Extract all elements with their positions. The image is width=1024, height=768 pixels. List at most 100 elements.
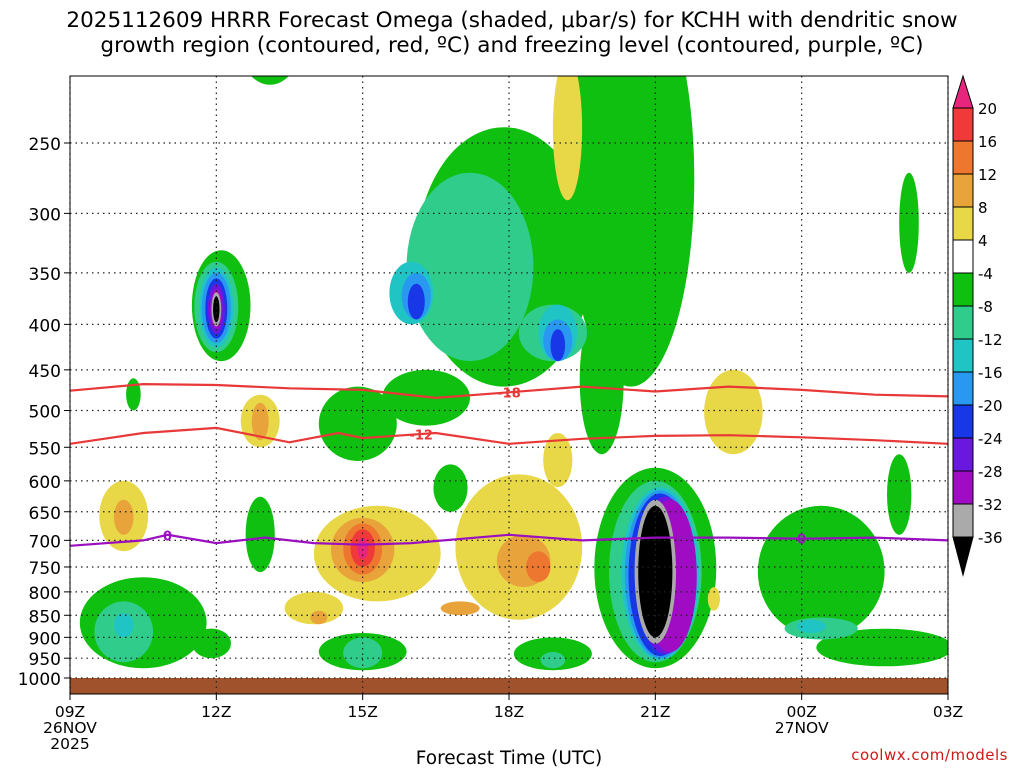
colorbar-arrow-bottom [952,536,974,577]
contour-label-freezing-level: 0 [797,533,806,548]
omega-region-23 [343,637,383,669]
colorbar-label-0: 20 [978,100,997,118]
contour-dgz-bottom [70,426,948,445]
colorbar-bin-11 [952,437,974,472]
colorbar-bin-7 [952,305,974,340]
omega-region-62 [440,601,480,616]
colorbar-bin-6 [952,272,974,307]
chart-title-line-2: growth region (contoured, red, ºC) and f… [100,33,924,58]
colorbar-label-13: -36 [978,529,1003,547]
x-tick-label-15-0: 00Z [786,703,816,721]
x-tick-label-0-2: 2025 [50,735,89,753]
colorbar-label-9: -20 [978,397,1003,415]
omega-region-32 [113,613,134,638]
omega-region-50 [704,369,763,455]
credit-text: coolwx.com/models [851,746,1008,764]
omega-region-11 [245,496,275,573]
chart-title-line-1: 2025112609 HRRR Forecast Omega (shaded, … [66,8,958,33]
omega-region-59 [251,402,269,441]
omega-region-31 [796,619,827,634]
omega-region-63 [310,610,328,625]
colorbar-arrow-top [952,74,974,109]
contour-freezing-level [70,533,948,547]
colorbar-bin-9 [952,371,974,406]
y-tick-label-700: 700 [29,532,61,552]
omega-region-49 [552,76,583,201]
omega-region-10 [433,464,468,512]
colorbar-label-6: -8 [978,298,993,316]
y-tick-label-250: 250 [29,135,61,155]
colorbar-label-8: -16 [978,364,1003,382]
omega-region-26 [540,652,566,669]
colorbar-label-12: -32 [978,496,1003,514]
y-tick-label-400: 400 [29,316,61,336]
y-tick-label-550: 550 [29,439,61,459]
y-tick-label-350: 350 [29,265,61,285]
contour-label-dgz-top: -18 [497,386,521,401]
ground-surface [70,678,948,694]
colorbar-label-1: 16 [978,133,997,151]
colorbar-label-2: 12 [978,166,997,184]
omega-region-18 [192,628,231,659]
omega-region-19 [406,172,534,362]
omega-region-16 [816,628,948,667]
contour-label-freezing-level: 0 [163,529,172,544]
omega-region-5 [579,304,624,455]
omega-region-56 [543,433,573,488]
colorbar-label-3: 8 [978,199,988,217]
x-tick-label-0-0: 09Z [55,703,85,721]
colorbar-label-5: -4 [978,265,993,283]
y-tick-label-450: 450 [29,362,61,382]
axes-layer: 2503003504004505005506006507007508008509… [18,135,963,768]
omega-region-6 [318,386,397,461]
y-tick-label-1000: 1000 [18,670,61,690]
y-tick-label-650: 650 [29,504,61,524]
omega-region-0 [251,76,289,85]
omega-region-57 [707,587,721,611]
y-tick-label-800: 800 [29,584,61,604]
colorbar-bin-10 [952,404,974,439]
y-tick-label-900: 900 [29,629,61,649]
contour-layer: -18 -12 0 0 [70,382,948,548]
colorbar-label-11: -28 [978,463,1003,481]
colorbar-bin-13 [952,503,974,538]
x-tick-label-0-1: 26NOV [43,719,97,737]
colorbar-bin-3 [952,173,974,208]
omega-region-48 [213,296,220,323]
colorbar-bin-2 [952,140,974,175]
colorbar-label-10: -24 [978,430,1003,448]
y-tick-label-750: 750 [29,559,61,579]
omega-region-7 [126,378,141,411]
colorbar-bin-4 [952,206,974,241]
omega-shading-layer [79,76,948,671]
omega-region-8 [899,172,919,273]
x-axis-label: Forecast Time (UTC) [416,748,602,768]
colorbar-bin-12 [952,470,974,505]
omega-region-38 [407,283,425,320]
x-tick-label-12-0: 21Z [640,703,670,721]
x-tick-label-3-0: 12Z [201,703,231,721]
colorbar-label-7: -12 [978,331,1003,349]
x-tick-label-15-1: 27NOV [775,719,829,737]
y-tick-label-950: 950 [29,650,61,670]
colorbar-bin-5 [952,239,974,274]
colorbar: 20 16 12 8 4 -4 -8 -12 -16 -20 -24 -28 -32 -36 [952,74,1003,577]
contour-label-dgz-bottom: -12 [409,428,433,443]
omega-region-39 [550,329,566,362]
omega-region-67 [357,537,369,560]
colorbar-bin-1 [952,107,974,142]
y-tick-label-500: 500 [29,403,61,423]
omega-region-9 [887,454,912,535]
x-tick-label-9-0: 18Z [494,703,524,721]
colorbar-bin-8 [952,338,974,373]
y-tick-label-600: 600 [29,473,61,493]
x-tick-label-6-0: 15Z [347,703,377,721]
omega-region-55 [284,591,344,625]
y-tick-label-300: 300 [29,205,61,225]
y-tick-label-850: 850 [29,607,61,627]
omega-region-58 [113,499,134,535]
contour-dgz-top [70,382,948,400]
colorbar-label-4: 4 [978,232,988,250]
x-tick-label-18-0: 03Z [933,703,963,721]
